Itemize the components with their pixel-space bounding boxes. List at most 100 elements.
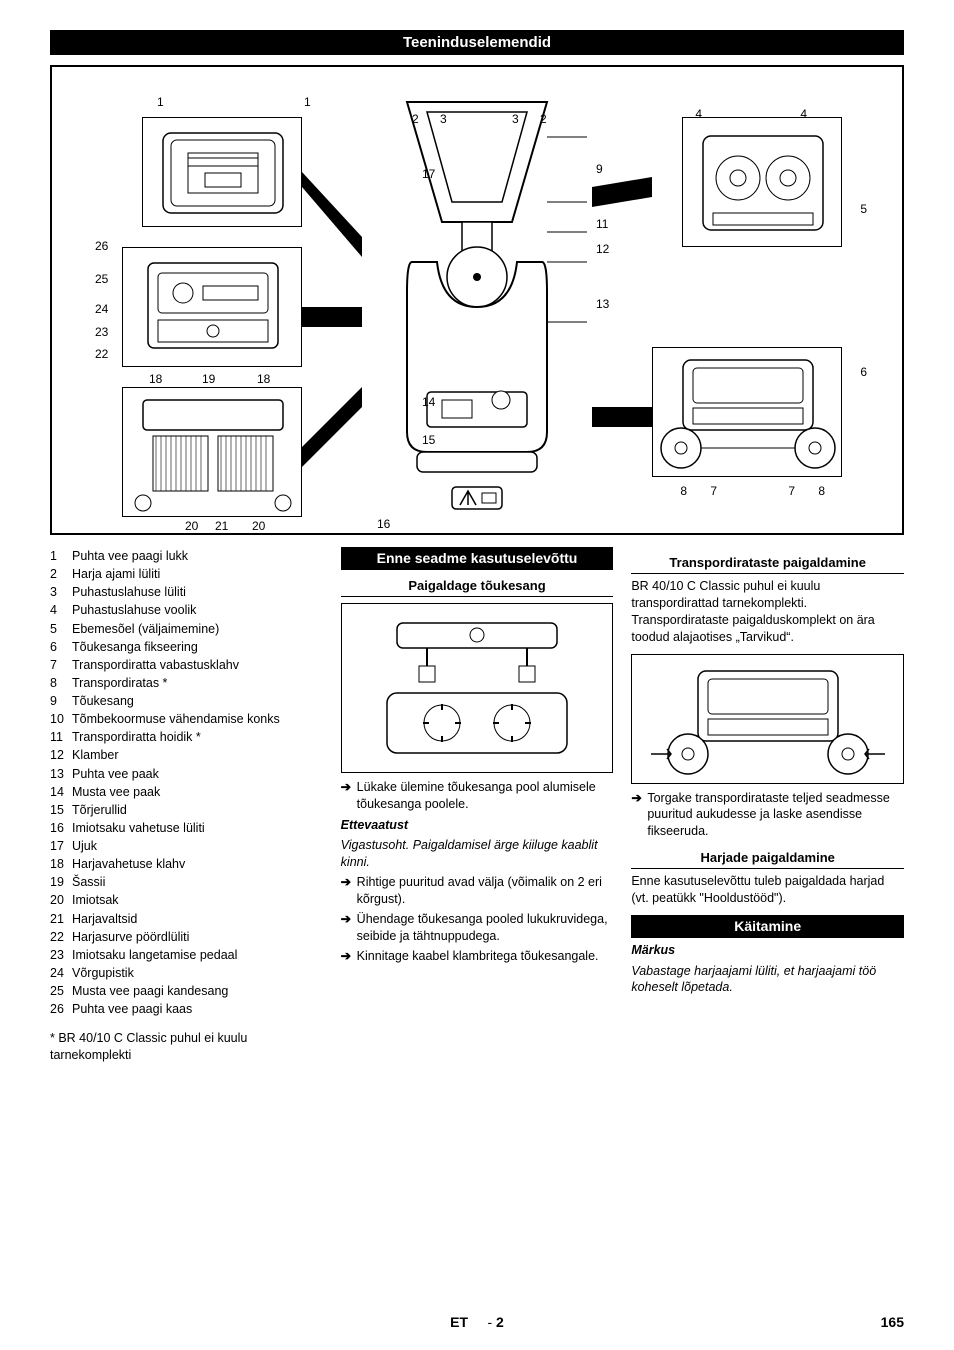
part-label: Musta vee paak [72, 783, 160, 801]
parts-list-row: 18Harjavahetuse klahv [50, 855, 323, 873]
col3-heading-2: Harjade paigaldamine [631, 846, 904, 869]
col2-bullet-4: ➔ Kinnitage kaabel klambritega tõukesang… [341, 948, 614, 965]
parts-list-row: 10Tõmbekoormuse vähendamise konks [50, 710, 323, 728]
part-number: 25 [50, 982, 72, 1000]
col3-figure [631, 654, 904, 784]
part-number: 1 [50, 547, 72, 565]
bullet-text: Ühendage tõukesanga pooled lukukruvidega… [357, 911, 614, 945]
arrow-icon: ➔ [341, 911, 357, 945]
section-title-bar: Teeninduselemendid [50, 30, 904, 55]
parts-list-column: 1Puhta vee paagi lukk2Harja ajami lüliti… [50, 547, 323, 1064]
parts-list: 1Puhta vee paagi lukk2Harja ajami lüliti… [50, 547, 323, 1018]
part-number: 10 [50, 710, 72, 728]
part-number: 24 [50, 964, 72, 982]
part-number: 21 [50, 910, 72, 928]
col2-bullet-3: ➔ Ühendage tõukesanga pooled lukukruvide… [341, 911, 614, 945]
part-number: 3 [50, 583, 72, 601]
parts-list-row: 2Harja ajami lüliti [50, 565, 323, 583]
part-number: 14 [50, 783, 72, 801]
col3-bullet-1: ➔ Torgake transpordirataste teljed seadm… [631, 790, 904, 841]
parts-list-row: 23Imiotsaku langetamise pedaal [50, 946, 323, 964]
arrow-icon: ➔ [341, 779, 357, 813]
col3-p1: BR 40/10 C Classic puhul ei kuulu transp… [631, 578, 904, 646]
footer-page-local: 2 [496, 1314, 504, 1330]
part-number: 22 [50, 928, 72, 946]
arrow-icon: ➔ [631, 790, 647, 841]
part-number: 23 [50, 946, 72, 964]
part-label: Imiotsaku langetamise pedaal [72, 946, 237, 964]
part-number: 8 [50, 674, 72, 692]
section-title: Teeninduselemendid [403, 34, 551, 51]
parts-list-row: 24Võrgupistik [50, 964, 323, 982]
parts-list-row: 6Tõukesanga fikseering [50, 638, 323, 656]
part-label: Imiotsak [72, 891, 119, 909]
col2-bullet-2: ➔ Rihtige puuritud avad välja (võimalik … [341, 874, 614, 908]
part-label: Transpordiratas * [72, 674, 167, 692]
parts-list-row: 21Harjavaltsid [50, 910, 323, 928]
part-number: 5 [50, 620, 72, 638]
parts-list-row: 9Tõukesang [50, 692, 323, 710]
part-label: Tõmbekoormuse vähendamise konks [72, 710, 280, 728]
part-number: 2 [50, 565, 72, 583]
part-label: Tõrjerullid [72, 801, 127, 819]
part-label: Tõukesanga fikseering [72, 638, 198, 656]
part-label: Harjavaltsid [72, 910, 137, 928]
part-number: 6 [50, 638, 72, 656]
bullet-text: Lükake ülemine tõukesanga pool alumisele… [357, 779, 614, 813]
col2-heading-1: Paigaldage tõukesang [341, 574, 614, 597]
parts-list-row: 19Šassii [50, 873, 323, 891]
note-title: Märkus [631, 942, 904, 959]
footer-dash: - [487, 1314, 492, 1330]
part-label: Imiotsaku vahetuse lüliti [72, 819, 205, 837]
col3-p2: Enne kasutuselevõttu tuleb paigaldada ha… [631, 873, 904, 907]
arrow-icon: ➔ [341, 948, 357, 965]
part-label: Transpordiratta vabastusklahv [72, 656, 239, 674]
column-2: Enne seadme kasutuselevõttu Paigaldage t… [341, 547, 614, 1064]
col3-heading-1: Transpordirataste paigaldamine [631, 551, 904, 574]
main-diagram: 1 1 2 3 3 2 4 4 5 9 10 11 12 13 26 25 [50, 65, 904, 535]
part-label: Šassii [72, 873, 105, 891]
col3-title2: Käitamine [631, 915, 904, 938]
part-number: 9 [50, 692, 72, 710]
part-number: 12 [50, 746, 72, 764]
caution-body: Vigastusoht. Paigaldamisel ärge kiiluge … [341, 837, 614, 871]
part-label: Musta vee paagi kandesang [72, 982, 228, 1000]
part-label: Ujuk [72, 837, 97, 855]
part-number: 11 [50, 728, 72, 746]
bullet-text: Rihtige puuritud avad välja (võimalik on… [357, 874, 614, 908]
part-label: Puhta vee paak [72, 765, 159, 783]
part-label: Harja ajami lüliti [72, 565, 160, 583]
part-number: 20 [50, 891, 72, 909]
part-number: 16 [50, 819, 72, 837]
note-body: Vabastage harjaajami lüliti, et harjaaja… [631, 963, 904, 997]
parts-list-row: 4Puhastuslahuse voolik [50, 601, 323, 619]
part-label: Harjavahetuse klahv [72, 855, 185, 873]
col2-bullet-1: ➔ Lükake ülemine tõukesanga pool alumise… [341, 779, 614, 813]
parts-list-row: 25Musta vee paagi kandesang [50, 982, 323, 1000]
part-label: Puhta vee paagi kaas [72, 1000, 192, 1018]
parts-list-row: 3Puhastuslahuse lüliti [50, 583, 323, 601]
parts-list-row: 1Puhta vee paagi lukk [50, 547, 323, 565]
parts-list-row: 15Tõrjerullid [50, 801, 323, 819]
part-label: Puhta vee paagi lukk [72, 547, 188, 565]
part-number: 13 [50, 765, 72, 783]
part-number: 7 [50, 656, 72, 674]
parts-list-row: 22Harjasurve pöördlüliti [50, 928, 323, 946]
part-label: Tõukesang [72, 692, 134, 710]
part-number: 18 [50, 855, 72, 873]
page-footer: ET - 2 165 [50, 1314, 904, 1330]
part-number: 17 [50, 837, 72, 855]
parts-footnote: * BR 40/10 C Classic puhul ei kuulu tarn… [50, 1030, 323, 1064]
col2-title: Enne seadme kasutuselevõttu [341, 547, 614, 570]
part-number: 4 [50, 601, 72, 619]
content-columns: 1Puhta vee paagi lukk2Harja ajami lüliti… [50, 547, 904, 1064]
part-label: Puhastuslahuse voolik [72, 601, 196, 619]
part-label: Klamber [72, 746, 119, 764]
part-label: Ebemesõel (väljaimemine) [72, 620, 219, 638]
parts-list-row: 11Transpordiratta hoidik * [50, 728, 323, 746]
parts-list-row: 26Puhta vee paagi kaas [50, 1000, 323, 1018]
part-label: Harjasurve pöördlüliti [72, 928, 189, 946]
footer-lang: ET [450, 1314, 468, 1330]
parts-list-row: 7Transpordiratta vabastusklahv [50, 656, 323, 674]
parts-list-row: 14Musta vee paak [50, 783, 323, 801]
